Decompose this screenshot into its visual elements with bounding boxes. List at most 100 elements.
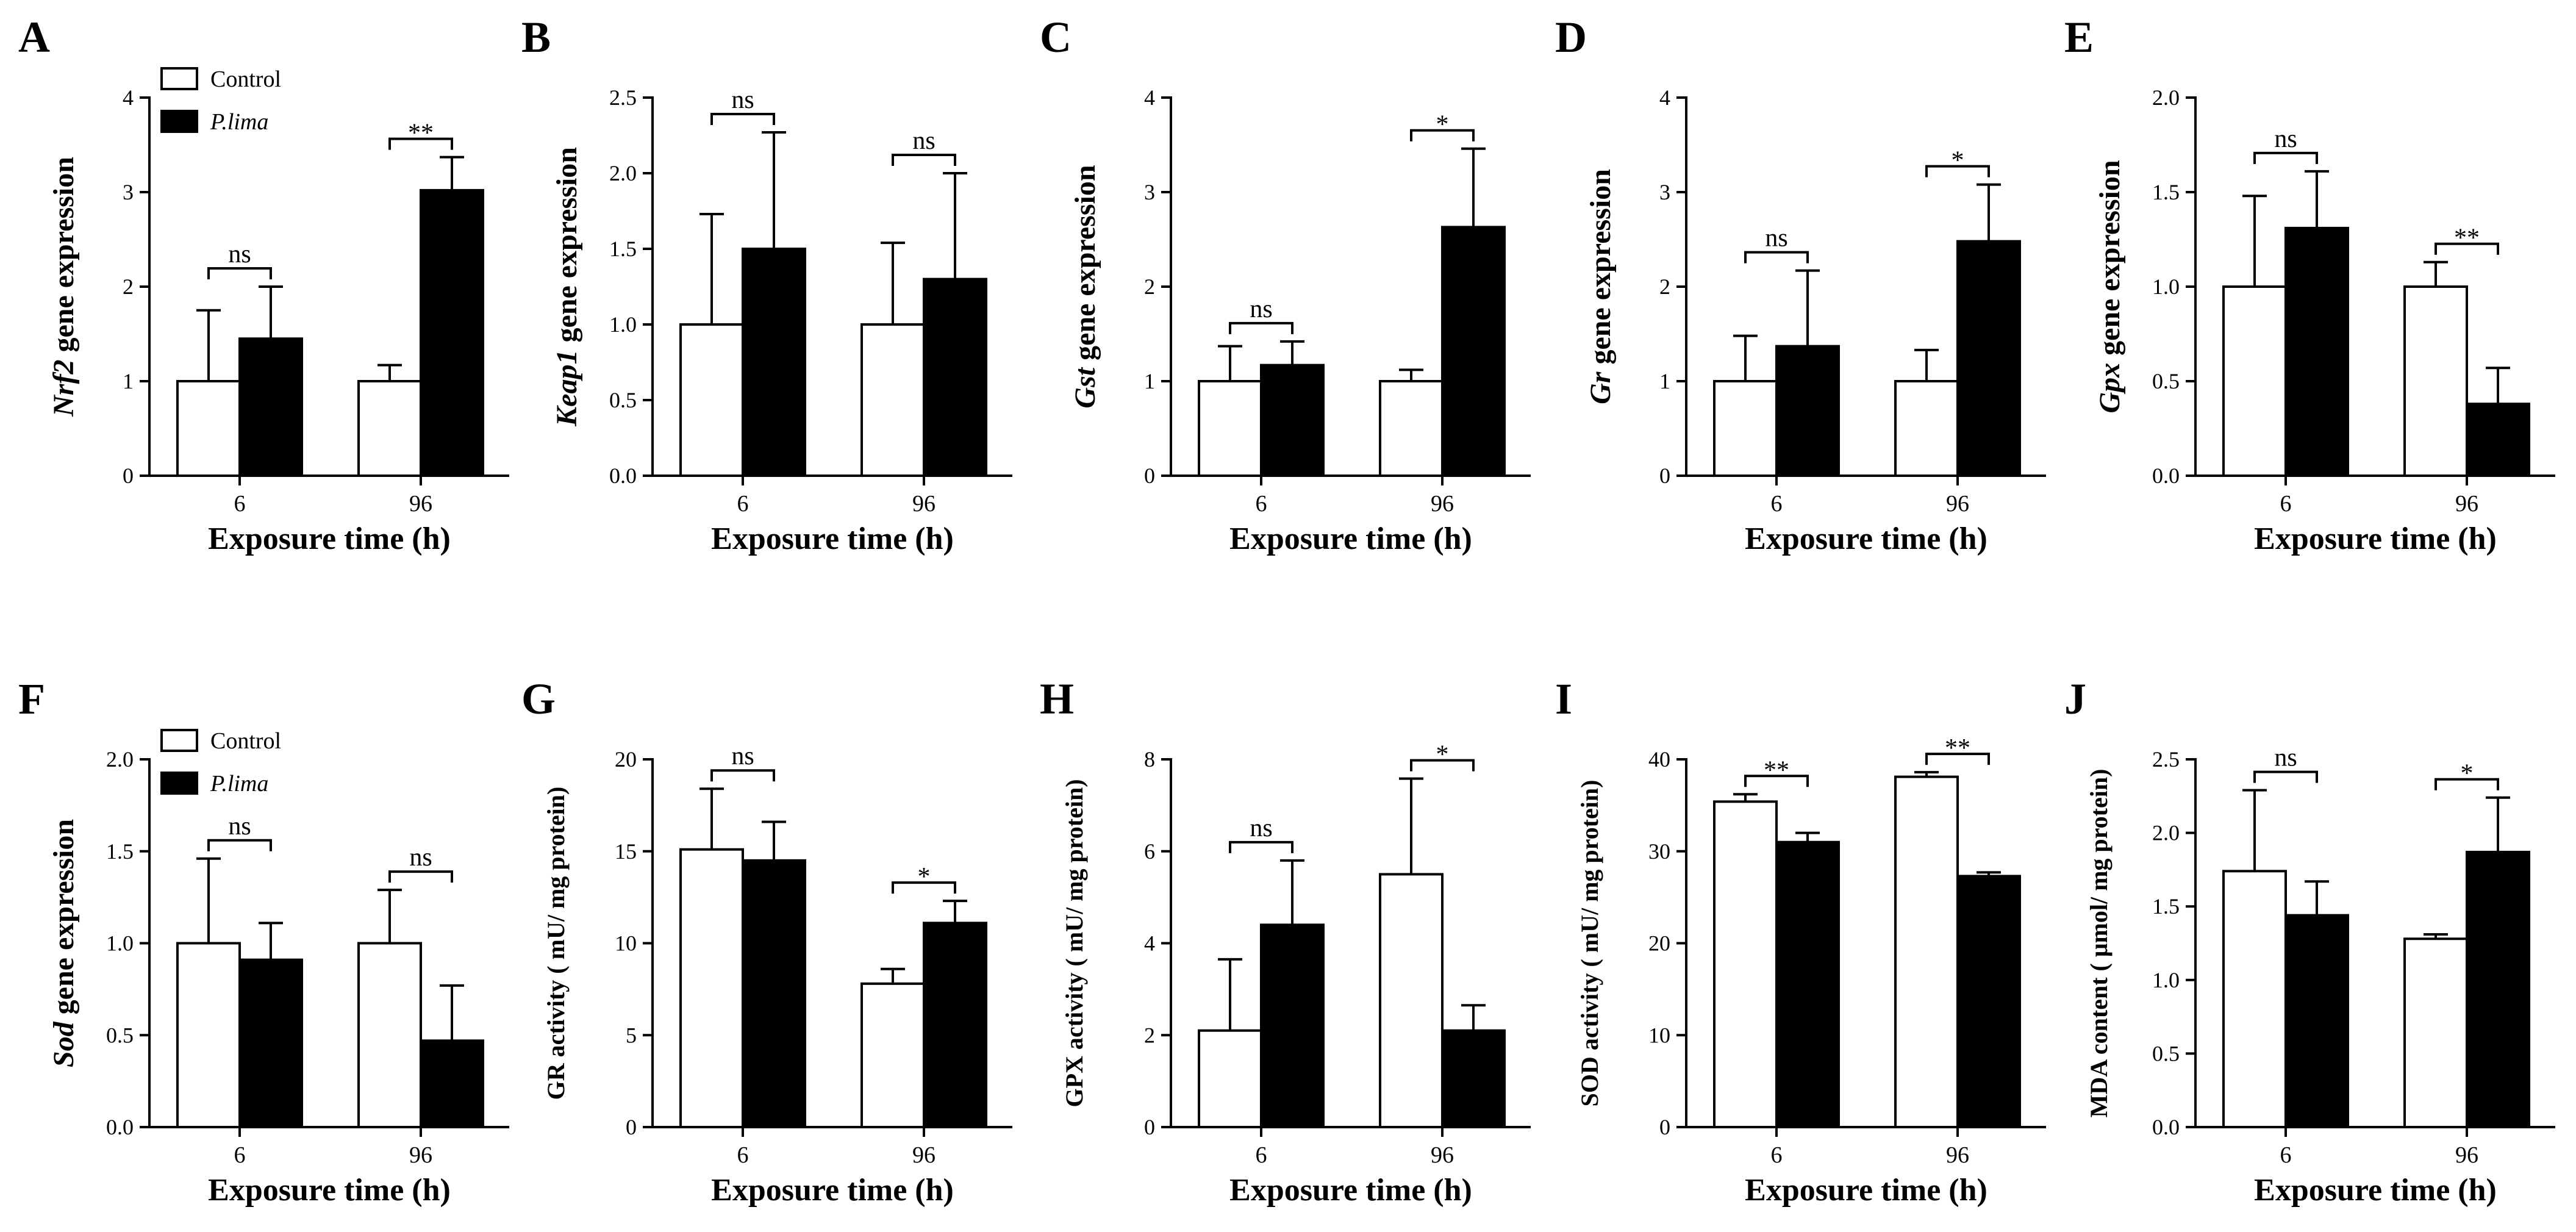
y-axis-label: MDA content ( μmol/ mg protein)	[2085, 769, 2113, 1118]
legend: Control P.lima	[160, 728, 281, 797]
y-tick-label: 1.0	[2152, 968, 2180, 992]
bar-control	[2403, 285, 2468, 477]
y-tick-label: 0.0	[106, 1115, 134, 1139]
y-tick-label: 20	[1648, 931, 1670, 956]
significance-bracket	[1229, 840, 1293, 853]
bar-control	[2222, 285, 2287, 477]
y-tick-label: 1	[1659, 369, 1670, 393]
y-axis-label-text: MDA content ( μmol/ mg protein)	[2085, 769, 2113, 1118]
significance-bracket	[1925, 753, 1990, 765]
bar-control	[1379, 380, 1444, 477]
y-tick-label: 2.5	[609, 85, 637, 110]
y-axis-label: GR activity ( mU/ mg protein)	[542, 787, 570, 1100]
bar-control	[1894, 775, 1959, 1128]
y-axis-label: Keap1 gene expression	[551, 147, 583, 427]
bar-control	[1198, 380, 1262, 477]
y-tick-label: 2	[1659, 274, 1670, 299]
bar-treatment	[1260, 364, 1325, 478]
significance-label: **	[1945, 734, 1970, 762]
significance-label: ns	[2274, 744, 2297, 772]
panel-letter: E	[2064, 13, 2094, 62]
bar-treatment	[923, 922, 987, 1128]
y-tick-label: 1.0	[106, 931, 134, 956]
x-tick-label: 6	[2280, 491, 2292, 517]
significance-bracket	[1744, 775, 1809, 787]
y-tick-label: 1	[123, 369, 134, 393]
significance-bracket	[388, 870, 453, 883]
y-tick-label: 10	[615, 931, 637, 956]
bar-treatment	[1775, 840, 1840, 1129]
x-tick-label: 96	[1431, 1142, 1454, 1168]
x-tick-label: 6	[737, 1142, 749, 1168]
panel-letter: A	[18, 13, 50, 62]
y-tick-label: 30	[1648, 839, 1670, 864]
x-tick-label: 96	[409, 1142, 432, 1168]
panel-j: J 0.0 0.5 1.0 1.5 2.0 2.5 6 ns 96 * Exposure time (…	[2064, 675, 2555, 1208]
significance-label: **	[2454, 224, 2480, 252]
y-tick-label: 0	[626, 1115, 637, 1139]
y-axis-label-text: SOD activity ( mU/ mg protein)	[1576, 780, 1603, 1107]
bar-treatment	[420, 1039, 484, 1129]
y-tick-label: 2.0	[2152, 85, 2180, 110]
panel-h: H 0 2 4 6 8 6 ns 96 * Exposure time (h) GPX activit…	[1040, 675, 1531, 1208]
y-axis-label: Nrf2 gene expression	[48, 157, 80, 417]
panel-letter: J	[2064, 675, 2086, 723]
significance-label: *	[918, 863, 931, 891]
y-axis-label: Sod gene expression	[48, 819, 80, 1067]
y-tick-label: 0	[1659, 464, 1670, 488]
legend-swatch-treatment	[160, 110, 198, 133]
y-tick-label: 2.0	[2152, 821, 2180, 845]
y-axis-label: Gr gene expression	[1584, 169, 1617, 404]
bar-control	[2403, 937, 2468, 1129]
x-axis-label: Exposure time (h)	[208, 1173, 451, 1208]
y-tick-label: 1.0	[609, 312, 637, 337]
y-axis-label-text: gene expression	[1069, 165, 1101, 367]
y-tick-label: 0.0	[609, 464, 637, 488]
significance-label: *	[1436, 741, 1449, 769]
significance-label: ns	[1250, 295, 1272, 323]
y-tick-label: 0.5	[2152, 1041, 2180, 1065]
y-axis-label-text: GPX activity ( mU/ mg protein)	[1061, 779, 1088, 1107]
bar-treatment	[420, 188, 484, 477]
y-axis-label-gene: Gst	[1069, 367, 1101, 408]
y-axis-label-text: gene expression	[48, 819, 80, 1022]
legend-swatch-control	[160, 67, 198, 90]
x-tick-label: 6	[1771, 1142, 1783, 1168]
legend-label-control: Control	[210, 728, 281, 754]
bar-control	[357, 942, 422, 1128]
y-tick-label: 4	[1144, 931, 1155, 956]
y-axis-label-text: gene expression	[1584, 169, 1617, 371]
bar-treatment	[1441, 226, 1506, 477]
panel-letter: H	[1040, 675, 1074, 723]
panel-e: E 0.0 0.5 1.0 1.5 2.0 6 ns 96 ** Exposure time (h)…	[2064, 13, 2555, 556]
x-axis-label: Exposure time (h)	[1745, 521, 1987, 556]
y-tick-label: 0.5	[106, 1023, 134, 1047]
y-tick-label: 3	[123, 180, 134, 204]
y-tick-label: 8	[1144, 747, 1155, 772]
legend-swatch-treatment	[160, 772, 198, 795]
x-tick-label: 96	[912, 1142, 936, 1168]
bar-treatment	[923, 278, 987, 477]
x-tick-label: 96	[409, 491, 432, 517]
x-axis-label: Exposure time (h)	[208, 521, 451, 556]
y-tick-label: 0	[1144, 1115, 1155, 1139]
x-axis-label: Exposure time (h)	[2254, 521, 2497, 556]
y-axis-label: SOD activity ( mU/ mg protein)	[1576, 780, 1603, 1107]
bar-treatment	[1775, 345, 1840, 478]
significance-bracket	[207, 839, 272, 851]
bar-treatment	[238, 337, 303, 477]
y-tick-label: 0	[1659, 1115, 1670, 1139]
panel-f: F 0.0 0.5 1.0 1.5 2.0 6 ns 96 ns Exposure time (h)…	[18, 675, 509, 1208]
y-axis-label-text: gene expression	[551, 147, 583, 349]
y-tick-label: 6	[1144, 839, 1155, 864]
bar-control	[1713, 380, 1778, 477]
bar-control	[1713, 800, 1778, 1128]
y-tick-label: 0.0	[2152, 464, 2180, 488]
y-tick-label: 2.0	[609, 161, 637, 185]
x-axis-label: Exposure time (h)	[1229, 1173, 1472, 1208]
bar-control	[679, 848, 744, 1128]
y-tick-label: 0	[1144, 464, 1155, 488]
y-tick-label: 0.5	[2152, 369, 2180, 393]
y-tick-label: 1.5	[2152, 894, 2180, 919]
bar-control	[357, 380, 422, 477]
